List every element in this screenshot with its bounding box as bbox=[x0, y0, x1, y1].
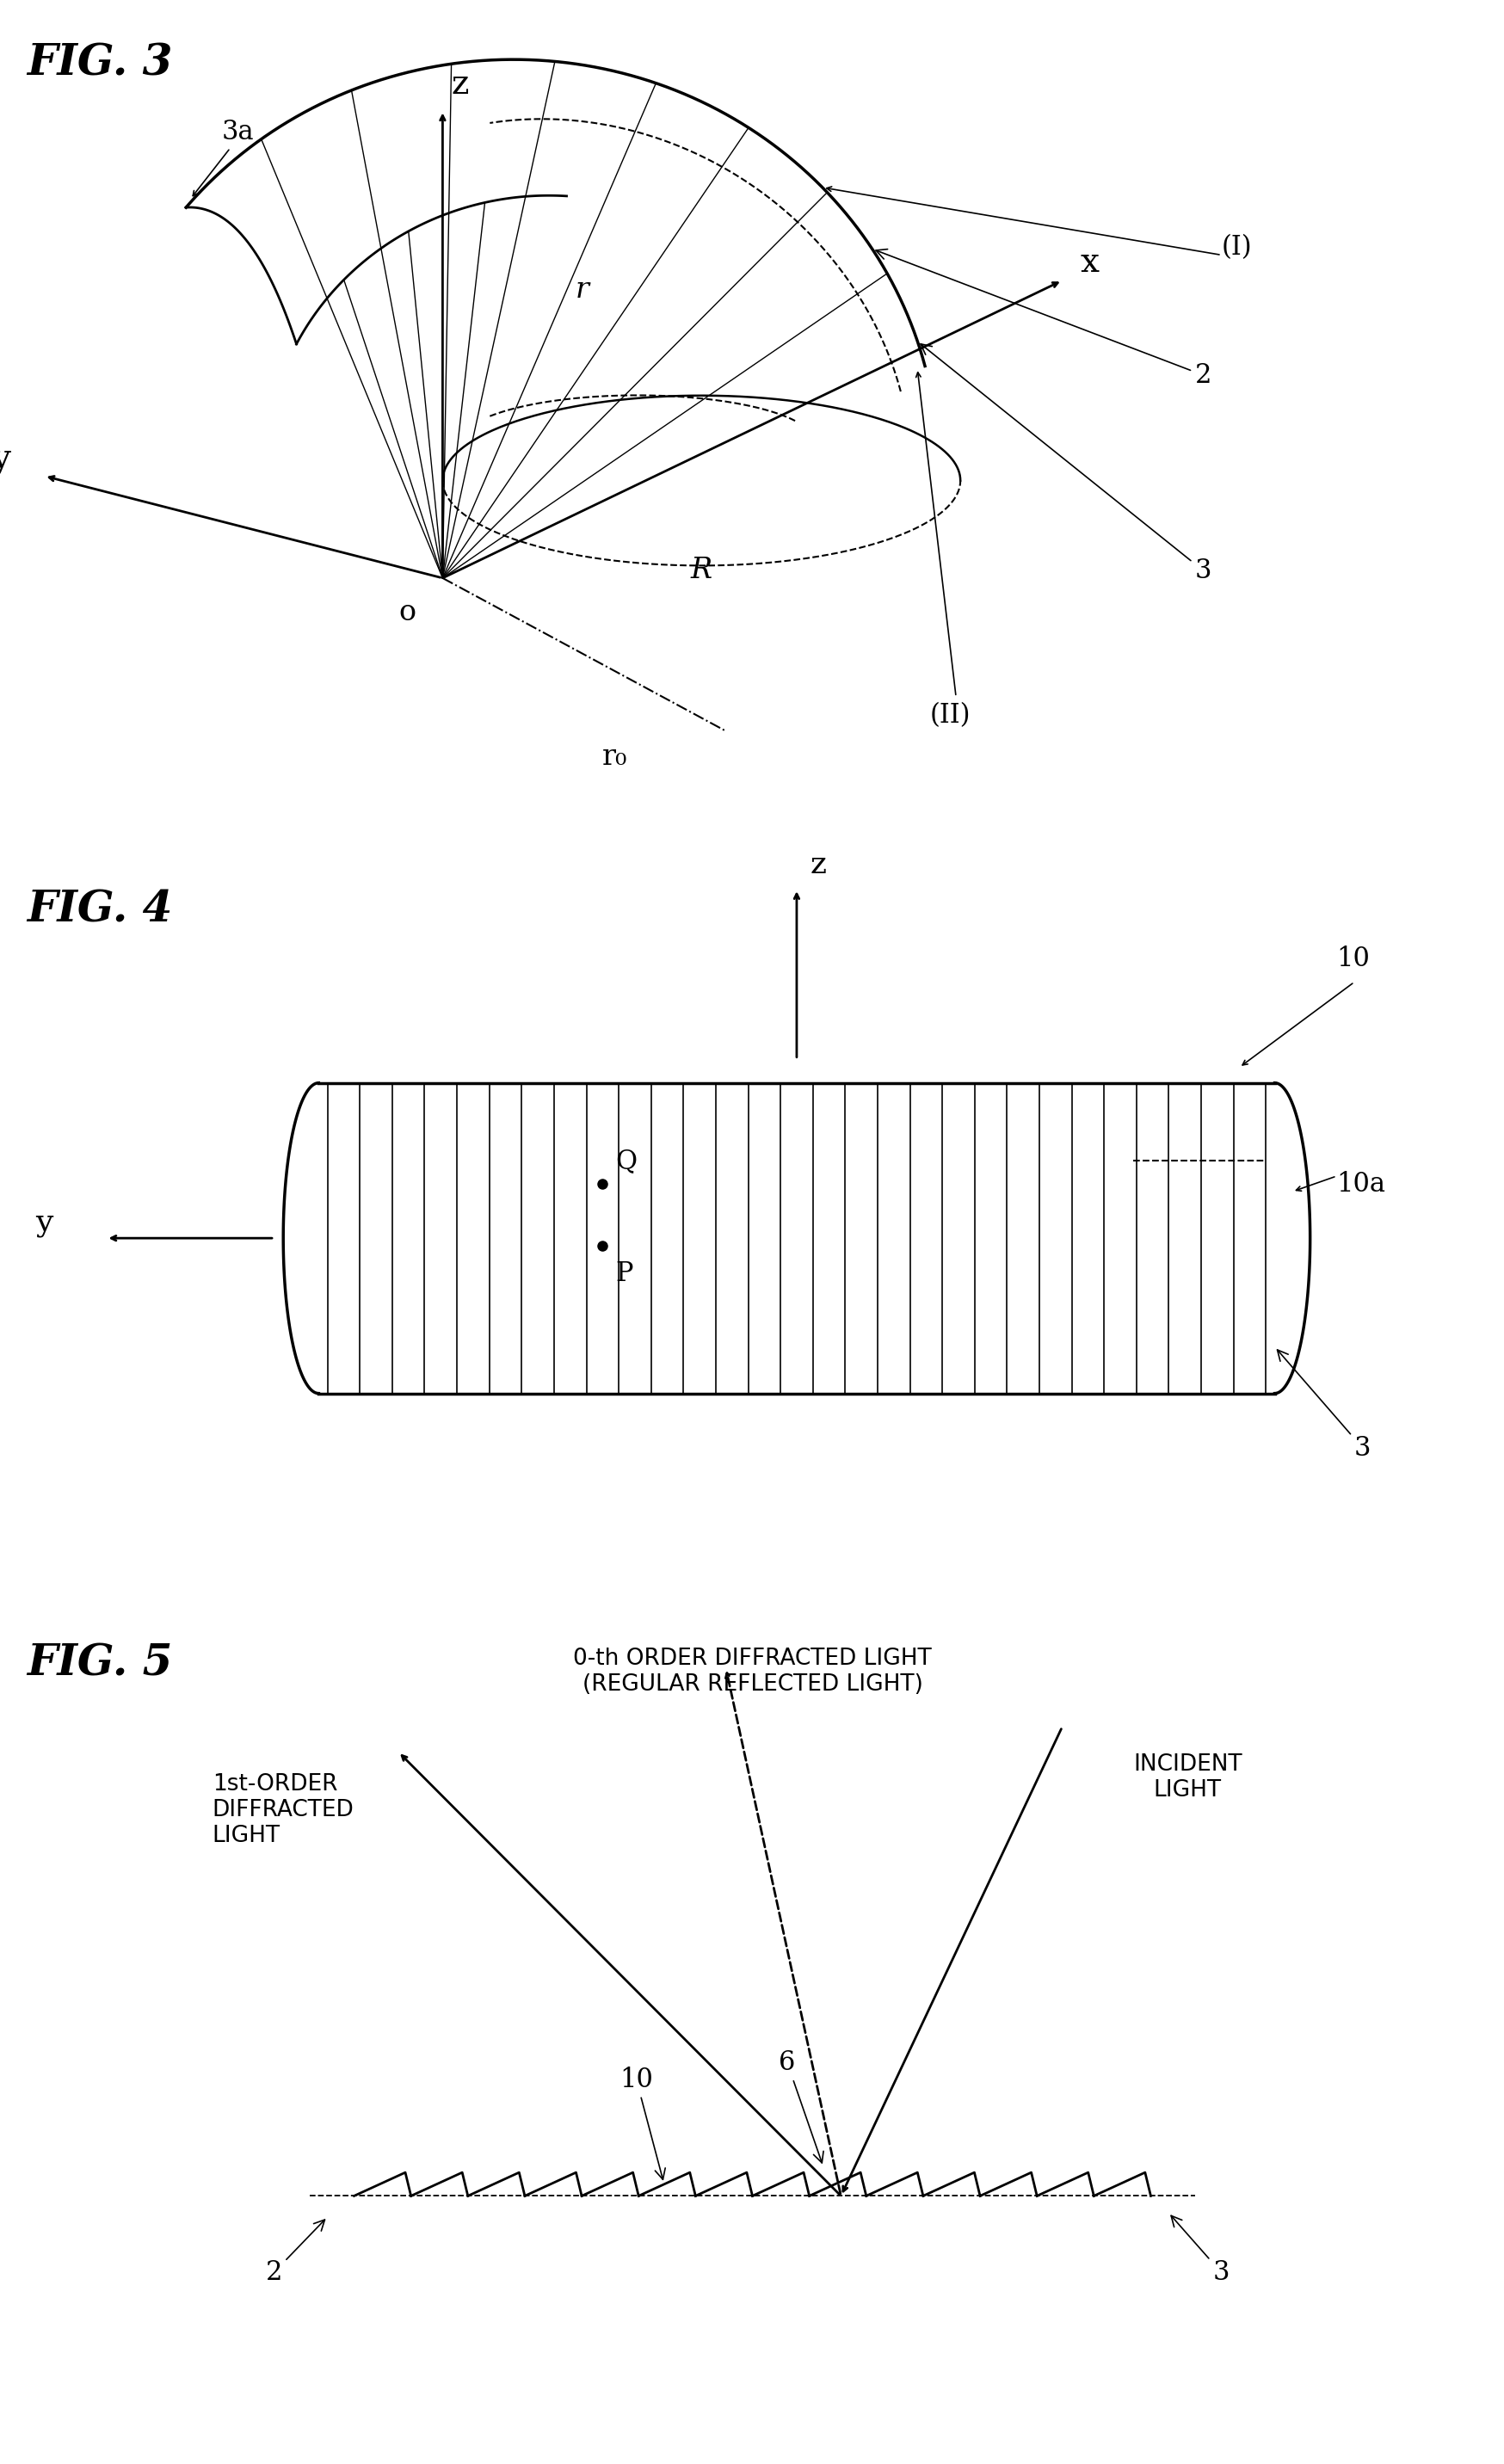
Text: Q: Q bbox=[615, 1148, 636, 1175]
Text: INCIDENT
LIGHT: INCIDENT LIGHT bbox=[1133, 1752, 1241, 1801]
Text: 0-th ORDER DIFFRACTED LIGHT
(REGULAR REFLECTED LIGHT): 0-th ORDER DIFFRACTED LIGHT (REGULAR REF… bbox=[573, 1646, 931, 1695]
Text: (II): (II) bbox=[929, 702, 970, 729]
Text: 3a: 3a bbox=[221, 118, 254, 145]
Text: FIG. 5: FIG. 5 bbox=[27, 1643, 171, 1685]
Text: 10a: 10a bbox=[1336, 1170, 1385, 1198]
Text: y: y bbox=[0, 444, 11, 476]
Text: 2: 2 bbox=[875, 249, 1211, 389]
Text: r₀: r₀ bbox=[602, 744, 627, 771]
Text: 10: 10 bbox=[1336, 946, 1369, 973]
Text: 1st-ORDER
DIFFRACTED
LIGHT: 1st-ORDER DIFFRACTED LIGHT bbox=[212, 1774, 353, 1848]
Text: z: z bbox=[809, 850, 826, 880]
Text: 10: 10 bbox=[620, 2067, 665, 2181]
Text: FIG. 4: FIG. 4 bbox=[27, 890, 171, 931]
Text: P: P bbox=[615, 1259, 633, 1286]
Text: 6: 6 bbox=[779, 2050, 823, 2163]
Text: 3: 3 bbox=[1277, 1350, 1370, 1461]
Text: x: x bbox=[1080, 246, 1098, 278]
Text: y: y bbox=[36, 1207, 53, 1237]
Text: z: z bbox=[451, 69, 469, 101]
Text: (I): (I) bbox=[1221, 234, 1251, 261]
Text: r: r bbox=[575, 276, 590, 303]
Text: o: o bbox=[399, 599, 415, 626]
Text: R: R bbox=[690, 557, 711, 584]
Text: FIG. 3: FIG. 3 bbox=[27, 42, 171, 84]
Text: 3: 3 bbox=[920, 345, 1211, 584]
Text: 2: 2 bbox=[265, 2220, 325, 2287]
Text: 3: 3 bbox=[1170, 2215, 1229, 2287]
